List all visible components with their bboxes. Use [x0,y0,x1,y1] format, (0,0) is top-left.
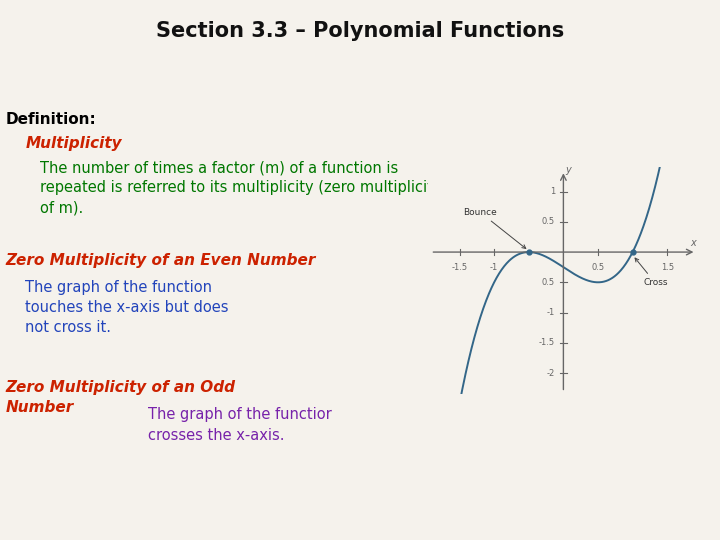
Text: x: x [690,238,696,248]
Text: 1: 1 [550,187,555,196]
Text: 1.5: 1.5 [661,263,674,272]
Text: Zero Multiplicity of an Odd
Number: Zero Multiplicity of an Odd Number [6,380,235,415]
Text: 0.5: 0.5 [542,217,555,226]
Text: The number of times a factor (m) of a function is
repeated is referred to its mu: The number of times a factor (m) of a fu… [40,160,441,216]
Text: -1.5: -1.5 [451,263,467,272]
Text: y: y [565,165,571,176]
Text: Cross: Cross [635,258,667,287]
Text: 0.5: 0.5 [591,263,605,272]
Text: Definition:: Definition: [6,112,96,127]
Text: 0.5: 0.5 [542,278,555,287]
Text: Multiplicity: Multiplicity [25,136,122,151]
Text: -1: -1 [490,263,498,272]
Text: Zero Multiplicity of an Even Number: Zero Multiplicity of an Even Number [6,253,316,268]
Text: -1: -1 [547,308,555,317]
Text: -2: -2 [547,368,555,377]
Text: The graph of the functior
crosses the x-axis.: The graph of the functior crosses the x-… [148,407,331,443]
Text: The graph of the function
touches the x-axis but does
not cross it.: The graph of the function touches the x-… [25,280,229,335]
Text: Section 3.3 – Polynomial Functions: Section 3.3 – Polynomial Functions [156,21,564,41]
Text: -1.5: -1.5 [539,338,555,347]
Text: Bounce: Bounce [463,207,526,248]
